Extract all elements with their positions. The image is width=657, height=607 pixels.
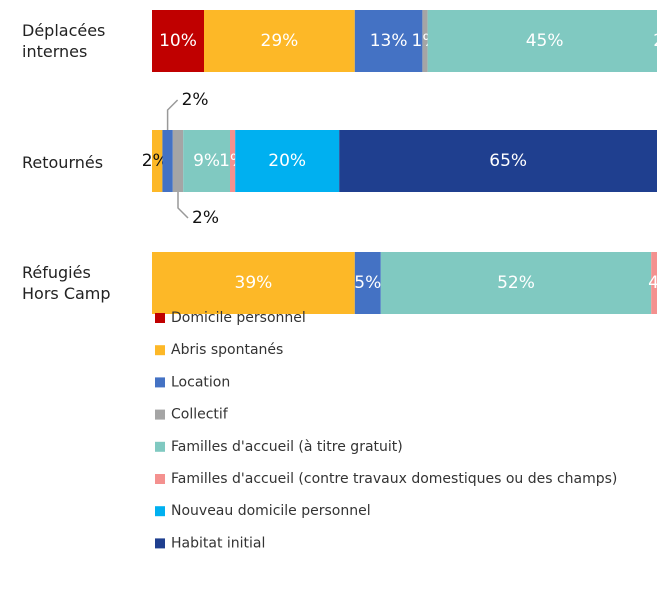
data-label: 65% [489,151,527,171]
legend-swatch [155,441,165,452]
data-label: 52% [497,273,535,293]
data-label: 4% [648,273,657,293]
data-label: 45% [526,31,564,51]
data-label: 39% [235,273,273,293]
bar-segment [230,130,236,192]
bar-segment [235,130,340,192]
legend-label: Location [171,374,230,390]
data-label: 29% [261,31,299,51]
legend-swatch [155,313,165,323]
data-label: 2% [192,208,219,228]
legend-swatch [155,345,165,356]
callout-line [177,192,189,219]
bar-segment [172,130,184,192]
bar-segment [204,10,355,72]
bar-segment [651,252,657,314]
data-label: 5% [354,273,381,293]
legend-swatch [155,474,165,484]
legend-label: Nouveau domicile personnel [171,503,371,519]
legend-label: Familles d'accueil (contre travaux domes… [171,471,617,487]
legend-label: Habitat initial [171,535,265,551]
bar-segment [162,130,173,192]
legend-label: Domicile personnel [171,310,306,326]
legend-swatch [155,409,165,420]
category-label: Déplacées internes [22,21,106,61]
bar-segment [152,252,355,314]
bar-segment [354,10,423,72]
legend-label: Collectif [171,407,229,423]
bar-segment [339,130,657,192]
data-label: 2% [653,31,657,51]
legend-swatch [155,506,165,517]
data-label: 2% [142,151,169,171]
data-label: 2% [182,90,209,110]
category-label: Réfugiés Hors Camp [22,263,111,303]
legend-swatch [155,377,165,388]
data-label: 10% [159,31,197,51]
legend-swatch [155,538,165,549]
data-label: 13% [370,31,408,51]
legend-label: Abris spontanés [171,342,283,358]
bar-segment [152,10,204,72]
bar-segment [354,252,381,314]
bar-segment [427,10,657,72]
legend-label: Familles d'accueil (à titre gratuit) [171,439,403,455]
callout-line [166,99,179,130]
category-label: Retournés [22,153,104,172]
bar-segment [152,130,163,192]
bar-segment [183,130,230,192]
bar-segment [380,252,652,314]
bar-segment [422,10,428,72]
data-label: 20% [268,151,306,171]
data-label: 9% [193,151,220,171]
